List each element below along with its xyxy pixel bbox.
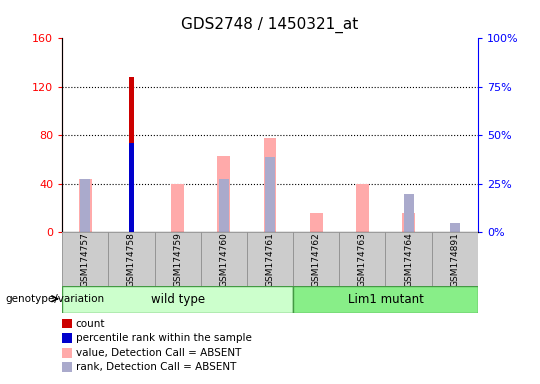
Text: GSM174760: GSM174760: [219, 232, 228, 286]
Bar: [62, 286, 293, 313]
Text: GSM174758: GSM174758: [127, 232, 136, 286]
Text: GSM174764: GSM174764: [404, 232, 413, 286]
Bar: [154, 232, 201, 286]
Bar: [356, 184, 369, 232]
Bar: [171, 184, 184, 232]
Bar: [339, 232, 386, 286]
Bar: [431, 232, 478, 286]
Text: GSM174761: GSM174761: [266, 232, 274, 286]
Text: GSM174762: GSM174762: [312, 232, 321, 286]
Text: wild type: wild type: [151, 293, 205, 306]
Text: GDS2748 / 1450321_at: GDS2748 / 1450321_at: [181, 17, 359, 33]
Bar: [403, 194, 414, 232]
Text: GSM174891: GSM174891: [450, 232, 460, 286]
Bar: [265, 157, 275, 232]
Bar: [129, 142, 134, 232]
Text: genotype/variation: genotype/variation: [5, 294, 105, 304]
Bar: [386, 232, 431, 286]
Text: GSM174763: GSM174763: [358, 232, 367, 286]
Bar: [129, 77, 134, 232]
Bar: [219, 179, 229, 232]
Text: rank, Detection Call = ABSENT: rank, Detection Call = ABSENT: [76, 362, 236, 372]
Bar: [217, 156, 230, 232]
Text: percentile rank within the sample: percentile rank within the sample: [76, 333, 252, 343]
Bar: [80, 179, 90, 232]
Bar: [62, 232, 109, 286]
Text: value, Detection Call = ABSENT: value, Detection Call = ABSENT: [76, 348, 241, 358]
Text: GSM174757: GSM174757: [80, 232, 90, 286]
Text: Lim1 mutant: Lim1 mutant: [348, 293, 423, 306]
Bar: [109, 232, 154, 286]
Bar: [402, 213, 415, 232]
Bar: [247, 232, 293, 286]
Bar: [450, 223, 460, 232]
Bar: [310, 213, 323, 232]
Text: count: count: [76, 319, 105, 329]
Bar: [79, 179, 92, 232]
Bar: [293, 232, 339, 286]
Bar: [264, 138, 276, 232]
Bar: [293, 286, 478, 313]
Bar: [201, 232, 247, 286]
Text: GSM174759: GSM174759: [173, 232, 182, 286]
